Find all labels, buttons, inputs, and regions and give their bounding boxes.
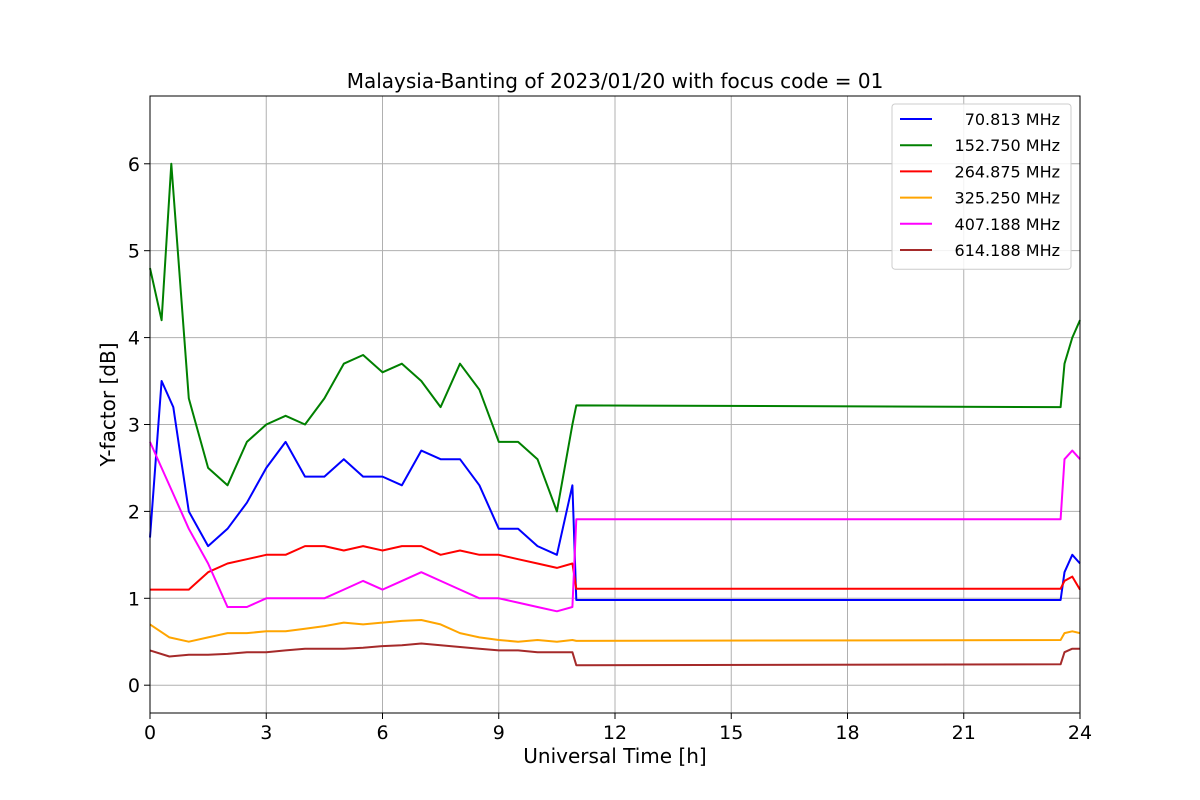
y-tick-label: 2 [128,501,140,523]
y-tick-label: 6 [128,154,140,176]
series-layer [149,162,1081,667]
x-axis: 0 3 6 9 12 15 18 21 24 [144,713,1092,744]
x-tick-label: 6 [376,722,388,744]
series-line-0 [149,380,1081,601]
series-line-1 [149,162,1081,513]
x-tick-label: 21 [952,722,976,744]
legend-label: 325.250 MHz [955,189,1060,208]
legend-label: 407.188 MHz [955,215,1060,234]
x-tick-label: 12 [603,722,627,744]
legend-label: 152.750 MHz [955,136,1060,155]
x-tick-label: 3 [260,722,272,744]
x-tick-label: 15 [719,722,743,744]
y-tick-label: 4 [128,328,140,350]
y-axis: 0 1 2 3 4 5 6 [128,154,150,697]
y-tick-label: 5 [128,241,140,263]
y-tick-label: 1 [128,588,140,610]
legend-box [891,103,1072,270]
legend-label: 614.188 MHz [955,241,1060,260]
series-line-5 [149,642,1080,667]
y-axis-label: Y-factor [dB] [96,342,120,467]
legend-label: 264.875 MHz [955,162,1060,181]
series-line-3 [149,619,1081,643]
series-line-4 [149,441,1081,613]
chart-title: Malaysia-Banting of 2023/01/20 with focu… [347,69,884,93]
x-tick-label: 18 [835,722,859,744]
x-tick-label: 24 [1068,722,1092,744]
y-tick-label: 0 [128,675,140,697]
x-axis-label: Universal Time [h] [523,744,706,768]
x-tick-label: 0 [144,722,156,744]
legend: 70.813 MHz 152.750 MHz 264.875 MHz 325.250 … [891,103,1072,270]
legend-label: 70.813 MHz [965,110,1060,129]
x-tick-label: 9 [493,722,505,744]
y-tick-label: 3 [128,414,140,436]
